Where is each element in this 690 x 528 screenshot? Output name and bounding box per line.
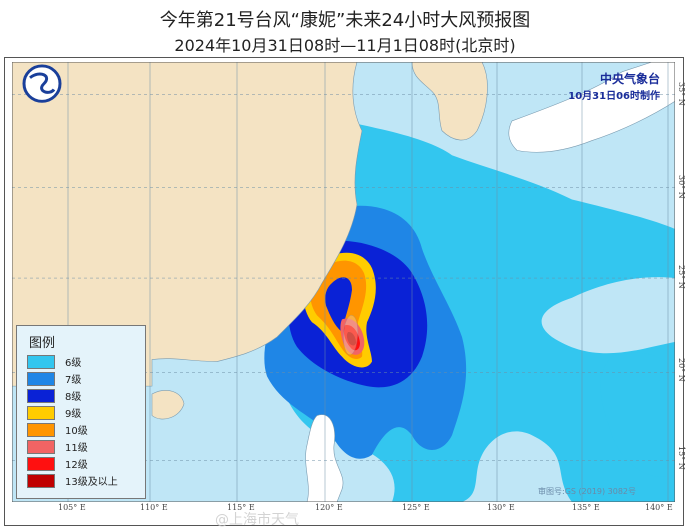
legend-swatch — [27, 371, 55, 386]
legend-item: 10级 — [27, 421, 145, 438]
lat-label: 20° N — [677, 358, 686, 382]
graticule — [12, 62, 675, 502]
legend-swatch — [27, 405, 55, 420]
legend-label: 6级 — [65, 358, 82, 369]
map-frame — [4, 57, 684, 526]
lat-label: 30° N — [677, 175, 686, 199]
legend-label: 9级 — [65, 409, 82, 420]
agency-name: 中央气象台 — [599, 72, 660, 86]
legend-swatch — [27, 439, 55, 454]
japan-islands — [508, 62, 675, 153]
legend-item: 11级 — [27, 438, 145, 455]
legend-swatch — [27, 456, 55, 471]
wind-zone-6-south — [600, 352, 675, 478]
map-title: 今年第21号台风“康妮”未来24小时大风预报图 — [159, 10, 531, 31]
legend-swatch — [27, 354, 55, 369]
taiwan-island — [343, 315, 359, 355]
lon-label: 130° E — [487, 503, 515, 512]
legend-title: 图例 — [29, 336, 56, 351]
legend-label: 13级及以上 — [65, 477, 118, 488]
lat-label: 15° N — [677, 446, 686, 470]
lat-label: 25° N — [677, 265, 686, 289]
map-subtitle: 2024年10月31日08时—11月1日08时(北京时) — [174, 36, 516, 55]
lon-label: 115° E — [227, 503, 255, 512]
legend-label: 11级 — [65, 443, 88, 454]
legend-item: 7级 — [27, 370, 145, 387]
issue-time: 10月31日06时制作 — [568, 91, 660, 102]
legend-item: 6级 — [27, 353, 145, 370]
legend-item: 9级 — [27, 404, 145, 421]
wind-zone-13 — [346, 331, 356, 346]
lon-label: 110° E — [140, 503, 168, 512]
cma-logo — [22, 64, 62, 103]
legend-item: 12级 — [27, 455, 145, 472]
legend-item: 13级及以上 — [27, 472, 145, 489]
legend-swatch — [27, 473, 55, 488]
typhoon-eye-gap — [325, 277, 352, 333]
legend-label: 8级 — [65, 392, 82, 403]
legend-label: 7级 — [65, 375, 82, 386]
luzon-island — [305, 414, 344, 502]
lon-label: 125° E — [402, 503, 430, 512]
lat-label: 35° N — [677, 82, 686, 106]
agency-stamp: 中央气象台 10月31日06时制作 — [568, 70, 660, 102]
legend: 图例 6级 7级 8级 9级 10级 11级 12级 13级及以上 — [16, 325, 146, 499]
lon-label: 120° E — [315, 503, 343, 512]
lon-label: 105° E — [58, 503, 86, 512]
china-mainland — [12, 62, 363, 387]
lon-label: 135° E — [572, 503, 600, 512]
map-approval-number: 审图号:GS (2019) 3082号 — [538, 487, 637, 496]
legend-label: 12级 — [65, 460, 88, 471]
legend-swatch — [27, 388, 55, 403]
korea-peninsula — [411, 62, 488, 141]
legend-swatch — [27, 422, 55, 437]
hainan-island — [151, 390, 185, 420]
legend-item: 8级 — [27, 387, 145, 404]
watermark: @上海市天气 — [215, 512, 299, 528]
lon-label: 140° E — [645, 503, 673, 512]
legend-label: 10级 — [65, 426, 88, 437]
